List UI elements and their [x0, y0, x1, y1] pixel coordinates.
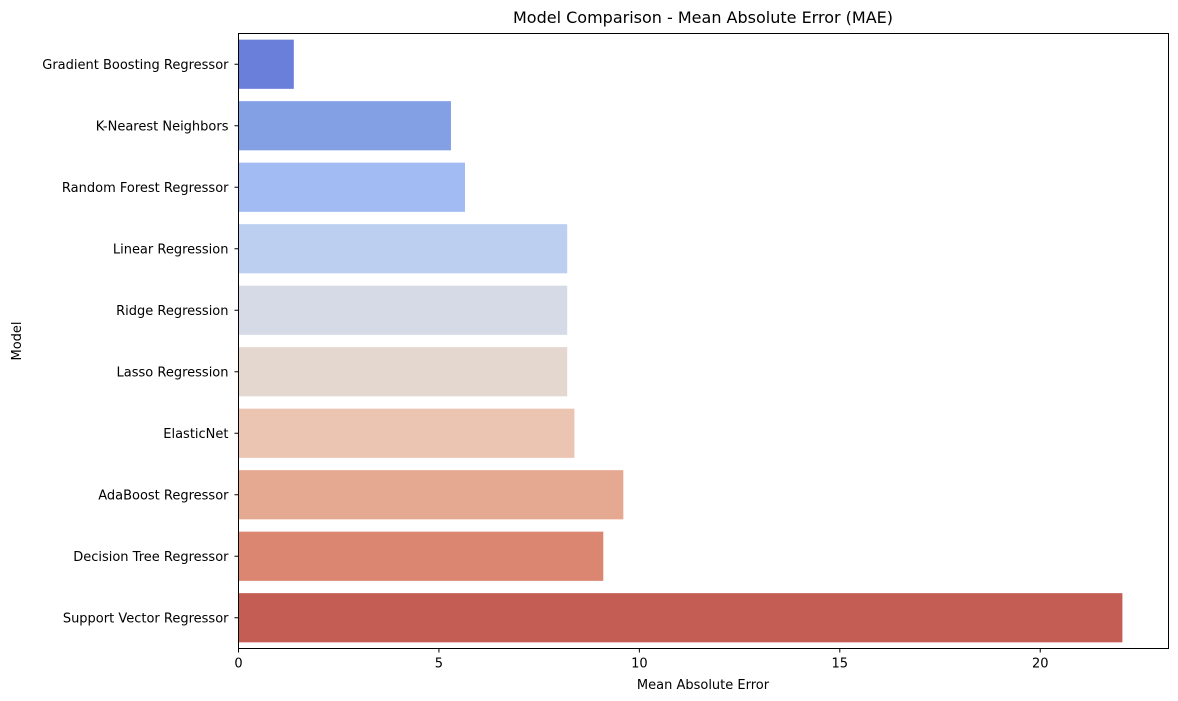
y-axis-label: Model: [10, 321, 25, 360]
y-tick-label: Lasso Regression: [117, 365, 229, 380]
bar-k-nearest-neighbors: [238, 101, 451, 151]
y-tick-label: Gradient Boosting Regressor: [42, 58, 229, 73]
x-axis-ticks: 0 5 10 15 20: [234, 648, 1049, 672]
chart-title: Model Comparison - Mean Absolute Error (…: [513, 8, 893, 27]
plot-frame: [238, 33, 1169, 649]
y-axis-ticks: Gradient Boosting Regressor K-Nearest Nei…: [42, 58, 239, 626]
x-axis-label: Mean Absolute Error: [637, 678, 770, 693]
x-tick-label: 10: [631, 657, 648, 672]
bar-decision-tree-regressor: [238, 531, 604, 581]
x-tick-label: 0: [234, 657, 242, 672]
bar-ridge-regression: [238, 285, 568, 335]
y-tick-label: Support Vector Regressor: [63, 611, 229, 626]
bar-random-forest-regressor: [238, 162, 465, 212]
y-tick-label: ElasticNet: [163, 427, 228, 442]
y-tick-label: K-Nearest Neighbors: [96, 119, 229, 134]
y-tick-label: Random Forest Regressor: [62, 181, 229, 196]
y-tick-label: AdaBoost Regressor: [98, 488, 229, 503]
x-tick-label: 20: [1032, 657, 1049, 672]
bar-support-vector-regressor: [238, 593, 1123, 643]
bar-elasticnet: [238, 408, 575, 458]
x-tick-label: 15: [832, 657, 849, 672]
x-tick-label: 5: [435, 657, 443, 672]
bar-linear-regression: [238, 224, 568, 274]
y-tick-label: Ridge Regression: [116, 304, 228, 319]
bar-gradient-boosting-regressor: [238, 39, 294, 89]
bar-lasso-regression: [238, 347, 568, 397]
y-tick-label: Decision Tree Regressor: [73, 550, 229, 565]
bar-adaboost-regressor: [238, 470, 624, 520]
y-tick-label: Linear Regression: [113, 242, 229, 257]
bars-group: [238, 39, 1123, 643]
